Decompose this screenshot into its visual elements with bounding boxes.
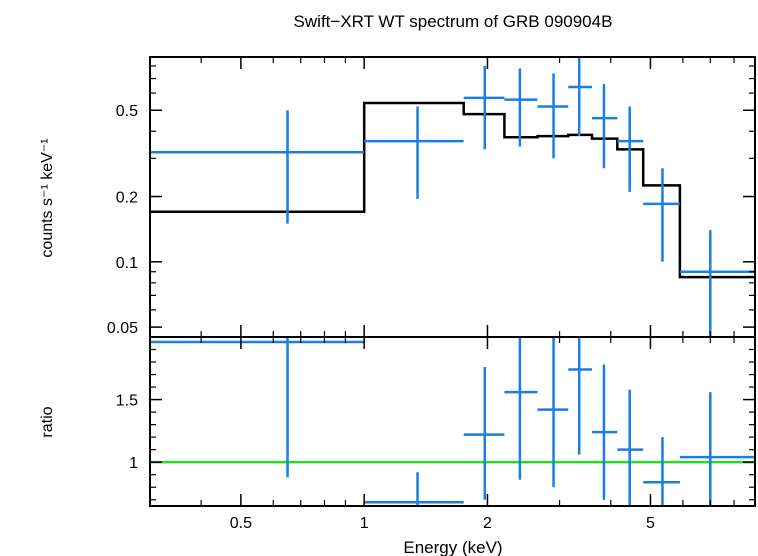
chart-title: Swift−XRT WT spectrum of GRB 090904B: [294, 12, 613, 31]
model-layer: [150, 101, 755, 464]
spectrum-data-point-7: [592, 84, 618, 169]
x-tick-label: 5: [646, 515, 655, 532]
ratio-data-point-9: [643, 437, 680, 506]
x-axis-label: Energy (keV): [403, 538, 502, 556]
ratio-data-point-2: [364, 472, 464, 506]
spectrum-data-point-2: [364, 106, 464, 199]
y-tick-label: 1.5: [116, 393, 138, 410]
spectrum-data-point-3: [463, 65, 505, 150]
model-step-line: [150, 101, 755, 279]
spectrum-data-point-6: [568, 57, 593, 137]
ratio-data-point-10: [679, 392, 755, 506]
y-tick-label: 1: [129, 455, 138, 472]
spectrum-data-point-8: [617, 106, 644, 192]
axes-layer: [149, 56, 756, 507]
spectrum-data-point-10: [679, 230, 755, 337]
top-panel-y-axis-label: counts s⁻¹ keV⁻¹: [39, 138, 56, 257]
spectrum-data-point-5: [537, 73, 569, 159]
spectrum-data-point-1: [150, 110, 365, 224]
x-tick-label: 0.5: [230, 515, 252, 532]
ratio-panel-frame: [149, 336, 756, 507]
ratio-data-point-3: [463, 367, 505, 500]
ratio-data-point-7: [592, 364, 618, 500]
x-tick-label: 2: [483, 515, 492, 532]
y-tick-label: 0.5: [116, 103, 138, 120]
spectrum-data-point-9: [643, 168, 680, 262]
y-tick-label: 0.05: [107, 320, 138, 337]
ratio-data-point-8: [617, 389, 644, 506]
spectrum-data-point-4: [504, 68, 538, 147]
x-tick-label: 1: [360, 515, 369, 532]
tick-labels-layer: 0.05 0.1 0.2 0.5 1 1.5 0.5 1 2 5: [107, 103, 655, 532]
spectrum-panel-frame: [149, 56, 756, 338]
ratio-panel-y-axis-label: ratio: [39, 406, 56, 437]
ratio-data-point-4: [504, 337, 538, 480]
data-layer: [150, 57, 755, 506]
y-tick-label: 0.1: [116, 255, 138, 272]
ratio-data-point-5: [537, 337, 569, 488]
y-tick-label: 0.2: [116, 190, 138, 207]
ratio-data-point-6: [568, 337, 593, 455]
ratio-data-point-1: [150, 337, 365, 478]
